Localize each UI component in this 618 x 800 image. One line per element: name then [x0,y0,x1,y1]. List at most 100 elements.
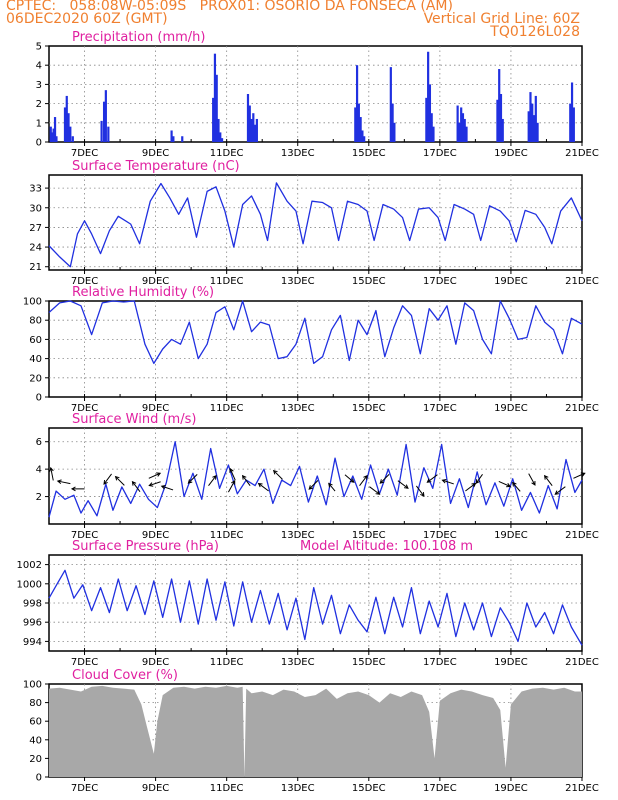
x-tick-label: 7DEC [71,276,98,287]
precip-bar [461,113,465,142]
x-tick-label: 11DEC [210,403,244,414]
y-tick-label: 30 [29,203,42,214]
x-tick-label: 17DEC [423,530,457,541]
x-tick-label: 21DEC [565,657,599,668]
wind-arrow [328,482,336,492]
x-tick-label: 17DEC [423,276,457,287]
precip-bar [496,99,499,142]
series-line [48,569,583,646]
y-tick-label: 60 [29,717,42,728]
wind-arrow [114,475,125,486]
precip-bar [354,107,357,142]
y-tick-label: 1000 [17,579,42,590]
precip-bar [220,138,224,142]
precip-bar [569,103,572,142]
x-tick-label: 15DEC [352,276,386,287]
x-tick-label: 9DEC [142,403,169,414]
x-tick-label: 21DEC [565,276,599,287]
precip-bar [425,97,428,142]
y-tick-label: 100 [23,680,42,691]
precip-bar [63,107,67,142]
wind-arrow [359,474,368,487]
precip-bar [355,65,359,142]
x-tick-label: 7DEC [71,783,98,794]
wind-arrow [148,481,161,487]
x-tick-label: 19DEC [494,403,528,414]
y-tick-label: 0 [36,393,42,404]
precip-bar [107,126,110,142]
x-tick-label: 9DEC [142,530,169,541]
y-tick-label: 0 [36,773,42,784]
plot-frame [48,427,583,525]
precip-bar [55,136,58,142]
wind-arrow [257,482,269,492]
x-tick-label: 21DEC [565,530,599,541]
y-tick-label: 998 [23,599,42,610]
wind-arrow [103,473,112,485]
x-tick-label: 9DEC [142,148,169,159]
precip-bar [100,120,103,142]
precip-bar [536,122,539,142]
wind-arrow [573,472,586,479]
precip-bar [501,118,504,142]
precip-bar [572,107,575,142]
panel-title: Surface Temperature (nC) [72,159,240,174]
wind-arrow [241,474,251,487]
precip-bar [246,94,250,142]
precip-bar [252,113,255,142]
x-tick-label: 13DEC [281,783,315,794]
panel-precip: 7DEC 9DEC 11DEC 13DEC 15DEC 17DEC 19DEC 21DEC 0 1… [36,30,599,159]
x-tick-label: 19DEC [494,530,528,541]
wind-arrow [160,484,174,491]
precip-bar [69,126,72,142]
precip-bar [427,51,430,143]
x-tick-label: 21DEC [565,403,599,414]
y-tick-label: 994 [23,637,42,648]
x-tick-label: 15DEC [352,783,386,794]
x-tick-label: 21DEC [565,148,599,159]
header-run-date: 06DEC2020 60Z (GMT) [6,11,168,27]
precip-bar [463,118,466,142]
precip-bar [213,53,217,142]
x-tick-label: 15DEC [352,530,386,541]
precip-bar [181,136,184,142]
precip-bar [217,118,220,142]
wind-arrow [498,480,512,488]
precip-bar [215,74,218,142]
panel-title: Surface Pressure (hPa) [72,539,219,554]
precip-bar [250,118,253,142]
wind-arrow [148,472,162,479]
precip-bar [499,94,503,142]
y-tick-label: 40 [29,354,42,365]
wind-arrow [426,474,438,483]
y-tick-label: 20 [29,754,42,765]
wind-arrow [308,479,319,490]
x-tick-label: 17DEC [423,783,457,794]
x-tick-label: 13DEC [281,276,315,287]
precip-bar [393,122,396,142]
cloud-area [49,685,582,777]
x-tick-label: 9DEC [142,657,169,668]
precip-bar [531,103,534,142]
y-tick-label: 21 [29,262,42,273]
wind-arrow [187,473,198,484]
precip-bar [253,124,257,142]
x-tick-label: 7DEC [71,148,98,159]
wind-arrow [554,486,566,495]
x-tick-label: 7DEC [71,657,98,668]
precip-bar [428,84,432,142]
y-tick-label: 60 [29,335,42,346]
y-tick-label: 5 [36,42,42,53]
precip-bar [456,105,459,142]
precip-bar [359,117,362,142]
precip-bar [458,122,461,142]
wind-arrow [415,485,425,497]
y-tick-label: 996 [23,618,42,629]
wind-arrow [56,479,71,485]
series-line [48,300,583,365]
x-tick-label: 13DEC [281,657,315,668]
x-tick-label: 15DEC [352,403,386,414]
precip-bar [361,130,364,142]
panel-wind: 7DEC 9DEC 11DEC 13DEC 15DEC 17DEC 19DEC 21DEC 2 4… [36,412,599,541]
